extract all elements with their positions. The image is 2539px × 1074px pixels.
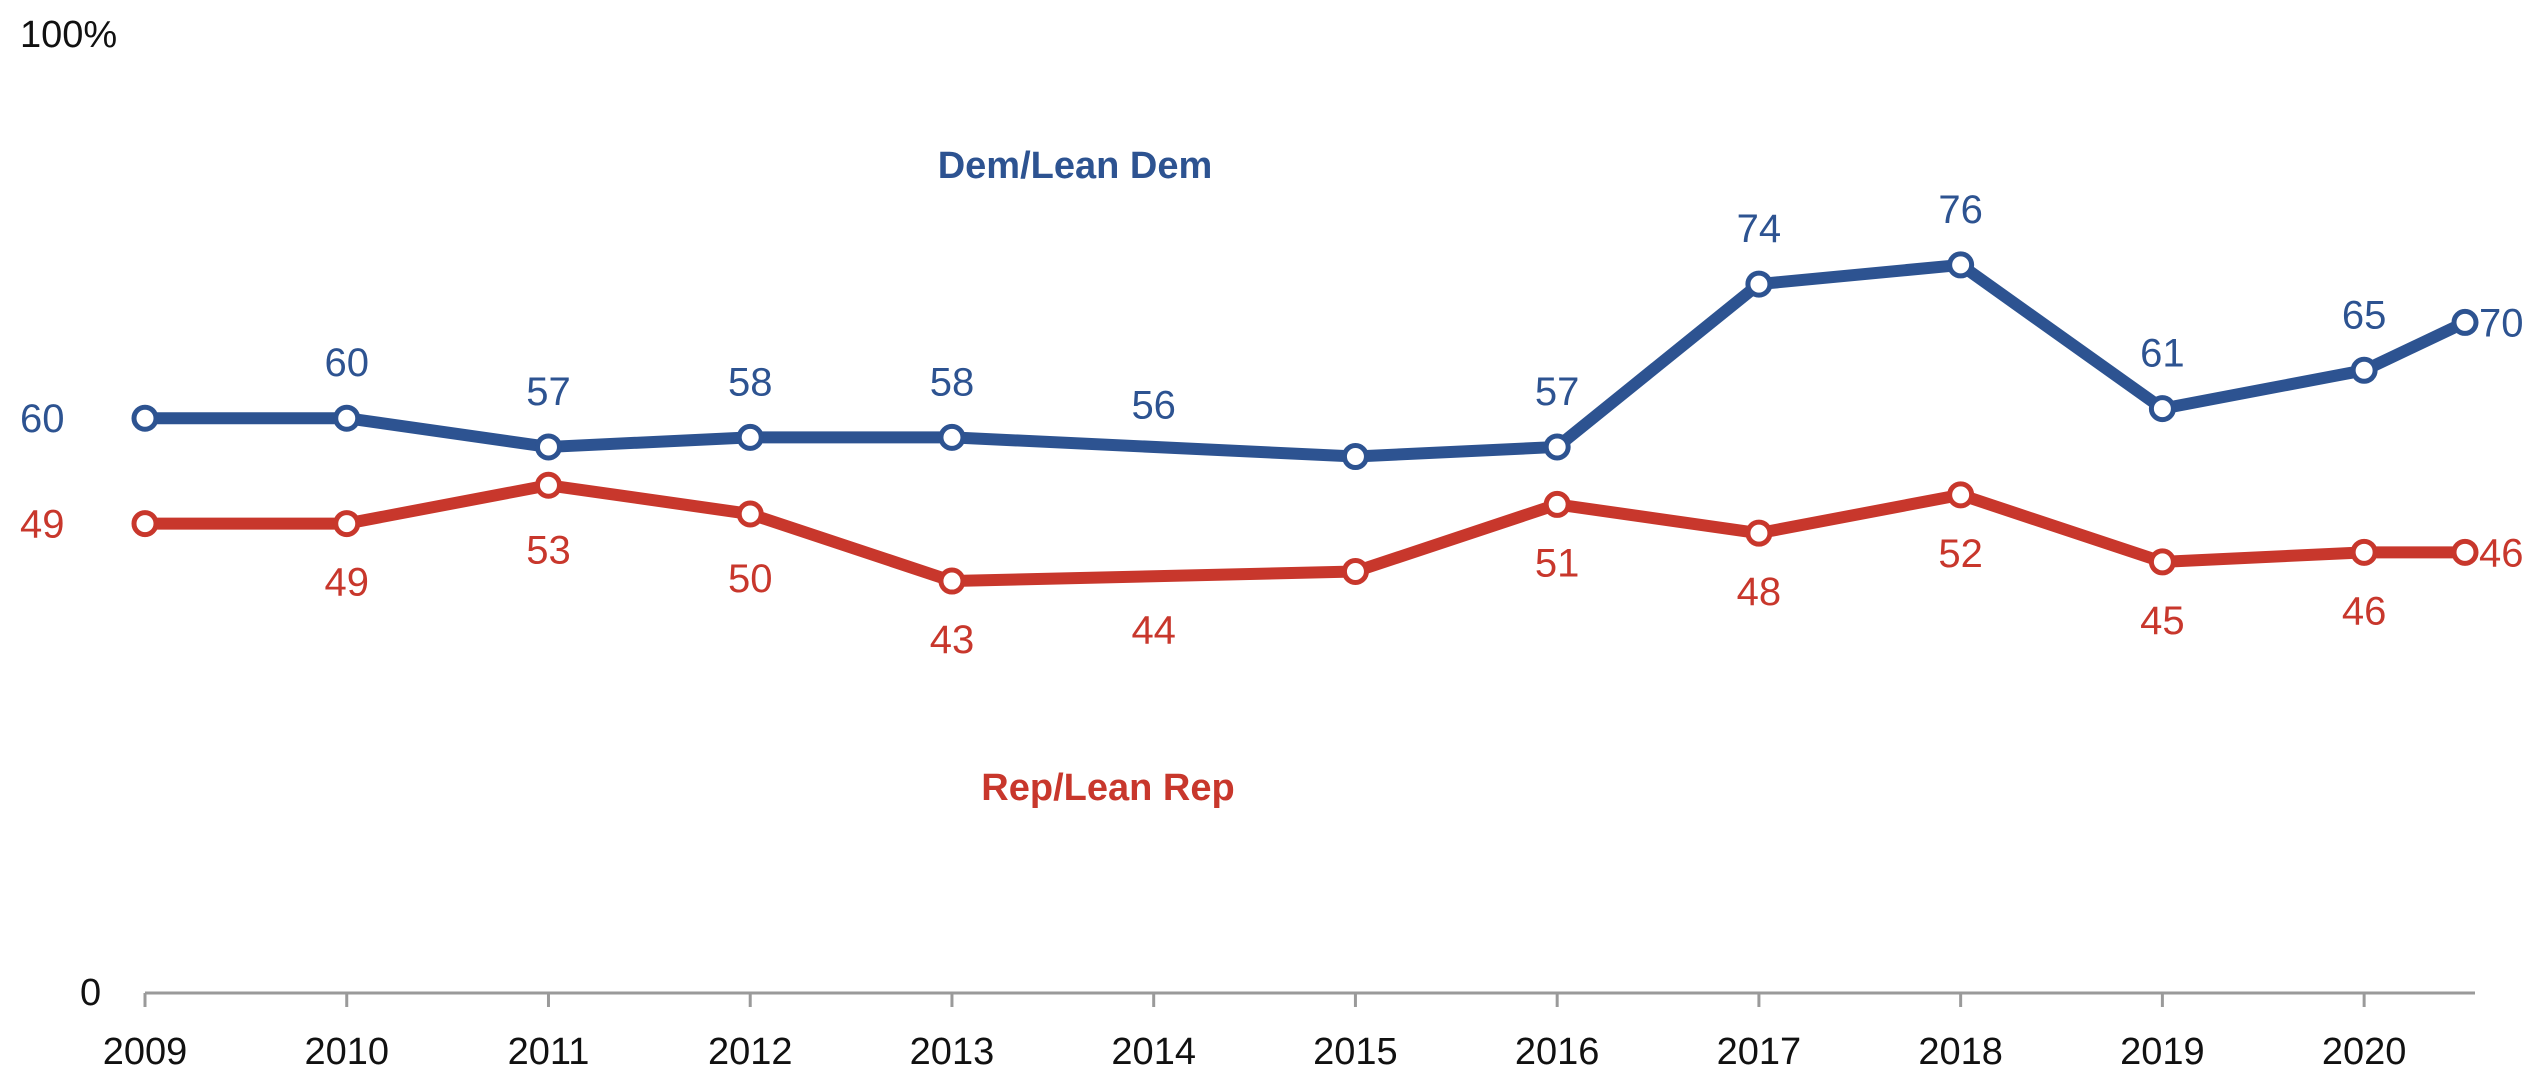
series-line-0 bbox=[139, 258, 2471, 463]
series-1-point-2010 bbox=[333, 510, 361, 538]
series-0-point-2015 bbox=[1341, 443, 1369, 471]
x-tick-label-2014: 2014 bbox=[1111, 1031, 1196, 1073]
x-tick-label-2011: 2011 bbox=[508, 1031, 590, 1073]
data-labels: 60 60 57 58 58 56 57 74 76 61 65 70 49 49 53 50 43 44 51 48… bbox=[20, 188, 2524, 662]
series-1-point-2016 bbox=[1543, 490, 1571, 518]
data-label-dem-2016: 57 bbox=[1535, 370, 1580, 414]
series-1-point-2013 bbox=[938, 567, 966, 595]
data-label-dem-2010: 60 bbox=[324, 341, 369, 385]
x-tick-label-2016: 2016 bbox=[1515, 1031, 1600, 1073]
data-label-dem-2017: 74 bbox=[1737, 207, 1782, 251]
data-label-dem-2020.5: 70 bbox=[2479, 301, 2524, 345]
data-label-rep-2010: 49 bbox=[324, 561, 369, 605]
series-0-point-2020 bbox=[2350, 356, 2378, 384]
x-tick-label-2010: 2010 bbox=[304, 1031, 389, 1073]
axes: 100% 0 bbox=[20, 14, 2475, 1014]
data-label-dem-2018: 76 bbox=[1938, 188, 1983, 232]
series-0-point-2009 bbox=[131, 404, 159, 432]
series-0-point-2010 bbox=[333, 404, 361, 432]
x-tick-label-2012: 2012 bbox=[708, 1031, 793, 1073]
data-label-dem-2011: 57 bbox=[526, 370, 571, 414]
series-0-point-2013 bbox=[938, 423, 966, 451]
series-1-point-2009 bbox=[131, 510, 159, 538]
series-0-point-2011 bbox=[534, 433, 562, 461]
series-0-point-2017 bbox=[1745, 270, 1773, 298]
series-name-dem: Dem/Lean Dem bbox=[938, 145, 1213, 187]
series-line-1 bbox=[139, 479, 2471, 588]
data-label-dem-2019: 61 bbox=[2140, 332, 2185, 376]
x-tick-label-2018: 2018 bbox=[1918, 1031, 2003, 1073]
data-label-dem-2012: 58 bbox=[728, 360, 773, 404]
data-label-rep-2020.5: 46 bbox=[2479, 531, 2524, 575]
x-tick-label-2020: 2020 bbox=[2322, 1031, 2407, 1073]
series-1-point-2018 bbox=[1947, 481, 1975, 509]
data-label-dem-2013: 58 bbox=[930, 360, 975, 404]
data-label-rep-2009: 49 bbox=[20, 503, 65, 547]
series-name-rep: Rep/Lean Rep bbox=[981, 767, 1234, 809]
series-1-point-2012 bbox=[736, 500, 764, 528]
data-label-rep-2020: 46 bbox=[2342, 589, 2387, 633]
series-0-point-2012 bbox=[736, 423, 764, 451]
x-tick-label-2013: 2013 bbox=[910, 1031, 995, 1073]
series-0-point-2020.5 bbox=[2451, 308, 2479, 336]
data-label-rep-2014: 44 bbox=[1131, 608, 1176, 652]
series-1-point-2019 bbox=[2148, 548, 2176, 576]
x-tick-label-2019: 2019 bbox=[2120, 1031, 2205, 1073]
series bbox=[131, 251, 2479, 595]
series-1-point-2017 bbox=[1745, 519, 1773, 547]
y-tick-label-bottom: 0 bbox=[80, 972, 101, 1014]
data-label-rep-2017: 48 bbox=[1737, 570, 1782, 614]
data-label-rep-2012: 50 bbox=[728, 557, 773, 601]
series-names: Dem/Lean Dem Rep/Lean Rep bbox=[938, 145, 1235, 809]
data-label-rep-2011: 53 bbox=[526, 528, 571, 572]
x-tick-label-2009: 2009 bbox=[103, 1031, 188, 1073]
data-label-rep-2018: 52 bbox=[1938, 532, 1983, 576]
series-1-point-2020.5 bbox=[2451, 538, 2479, 566]
x-tick-label-2015: 2015 bbox=[1313, 1031, 1398, 1073]
data-label-rep-2016: 51 bbox=[1535, 541, 1580, 585]
y-tick-label-top: 100% bbox=[20, 14, 117, 56]
data-label-dem-2009: 60 bbox=[20, 397, 65, 441]
x-tick-label-2017: 2017 bbox=[1717, 1031, 1802, 1073]
data-label-dem-2014: 56 bbox=[1131, 384, 1176, 428]
series-0-point-2018 bbox=[1947, 251, 1975, 279]
series-1-point-2020 bbox=[2350, 538, 2378, 566]
data-label-rep-2019: 45 bbox=[2140, 599, 2185, 643]
series-1-point-2011 bbox=[534, 471, 562, 499]
series-1-point-2015 bbox=[1341, 557, 1369, 585]
x-axis-ticks: 2009 2010 2011 2012 2013 2014 2015 2016 2017 2018… bbox=[103, 993, 2407, 1073]
data-label-dem-2020: 65 bbox=[2342, 293, 2387, 337]
series-0-point-2019 bbox=[2148, 395, 2176, 423]
data-label-rep-2013: 43 bbox=[930, 618, 975, 662]
series-0-point-2016 bbox=[1543, 433, 1571, 461]
